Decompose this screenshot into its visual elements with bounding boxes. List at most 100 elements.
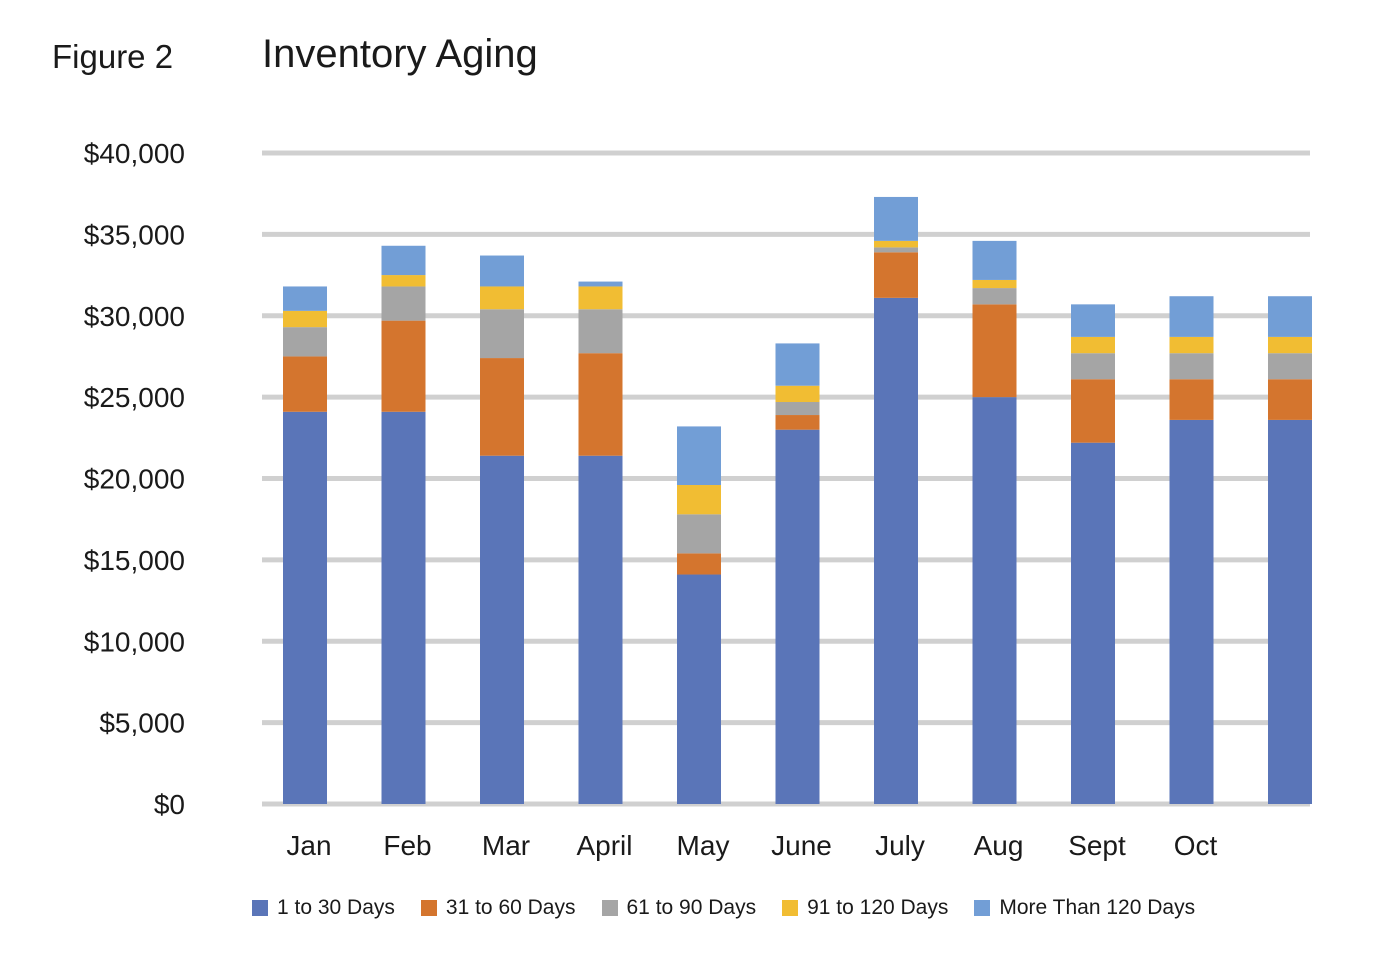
legend-label: 1 to 30 Days	[277, 896, 395, 919]
bar-segment	[775, 415, 820, 430]
x-tick-label: Sept	[1068, 830, 1126, 861]
bar-segment	[1169, 353, 1214, 380]
bar-stack	[972, 240, 1017, 804]
legend-label: More Than 120 Days	[999, 896, 1196, 919]
bar-segment	[381, 320, 426, 412]
y-tick-label: $15,000	[84, 545, 185, 576]
x-tick-label: Aug	[974, 830, 1024, 861]
bar-segment	[1169, 379, 1214, 420]
bar-segment	[677, 514, 721, 554]
bar-segment	[578, 353, 623, 456]
bar-segment	[677, 426, 721, 486]
y-tick-label: $10,000	[84, 626, 185, 657]
bar-segment	[283, 356, 327, 412]
bar-segment	[480, 255, 524, 287]
bar-segment	[578, 309, 623, 354]
bar-segment	[677, 553, 721, 575]
bar-segment	[283, 411, 327, 804]
bar-segment	[480, 286, 524, 310]
bar-segment	[874, 240, 918, 248]
legend-label: 61 to 90 Days	[626, 896, 757, 919]
bar-segment	[972, 304, 1017, 398]
legend-swatch	[601, 900, 618, 916]
bar-stack	[1071, 304, 1115, 804]
bar-segment	[1268, 379, 1312, 420]
bar-segment	[874, 196, 918, 241]
bar-segment	[1268, 296, 1312, 337]
y-tick-label: $35,000	[84, 219, 185, 250]
bar-segment	[578, 281, 623, 287]
y-tick-label: $40,000	[84, 138, 185, 169]
bar-segment	[1071, 353, 1115, 380]
bar-segment	[381, 275, 426, 287]
bar-stack	[1268, 296, 1312, 804]
bar-stack	[1169, 296, 1214, 804]
bar-segment	[775, 429, 820, 804]
bar-stack	[775, 343, 820, 804]
x-tick-label: May	[677, 830, 730, 861]
bar-segment	[480, 455, 524, 804]
bar-segment	[480, 358, 524, 456]
bar-segment	[775, 402, 820, 416]
bar-segment	[283, 286, 327, 311]
legend-swatch	[782, 900, 799, 916]
bar-segment	[1268, 336, 1312, 354]
bar-segment	[1071, 442, 1115, 804]
bar-segment	[874, 247, 918, 253]
bar-stack	[677, 426, 721, 804]
bar-segment	[381, 411, 426, 804]
bar-segment	[972, 397, 1017, 804]
legend-item: 61 to 90 Days	[601, 896, 757, 920]
figure-label: Figure 2	[52, 38, 174, 75]
y-axis-ticks: $0 $5,000 $10,000 $15,000 $20,000 $25,000 $30,…	[84, 138, 185, 820]
bar-segment	[578, 286, 623, 310]
bar-segment	[1169, 296, 1214, 337]
x-tick-label: Feb	[383, 830, 431, 861]
legend-label: 31 to 60 Days	[445, 896, 576, 919]
bar-stacks	[283, 196, 1312, 804]
bar-segment	[677, 574, 721, 804]
bar-segment	[972, 240, 1017, 280]
y-tick-label: $20,000	[84, 464, 185, 495]
x-tick-label: April	[576, 830, 632, 861]
bar-segment	[874, 297, 918, 804]
legend-swatch	[252, 900, 268, 916]
y-tick-label: $25,000	[84, 382, 185, 413]
bar-segment	[381, 286, 426, 321]
legend: 1 to 30 Days 31 to 60 Days 61 to 90 Days 91…	[252, 896, 1221, 920]
bar-segment	[1169, 336, 1214, 354]
bar-segment	[1071, 379, 1115, 443]
x-tick-label: Mar	[482, 830, 530, 861]
bar-segment	[1169, 419, 1214, 804]
chart-title: Inventory Aging	[262, 32, 538, 76]
bar-segment	[972, 279, 1017, 289]
bar-segment	[1268, 353, 1312, 380]
x-tick-label: July	[875, 830, 925, 861]
bar-stack	[381, 245, 426, 804]
x-tick-label: Oct	[1174, 830, 1218, 861]
x-tick-label: Jan	[286, 830, 331, 861]
bar-segment	[775, 343, 820, 386]
legend-item: 91 to 120 Days	[782, 896, 948, 920]
bar-segment	[874, 252, 918, 298]
bar-segment	[578, 455, 623, 804]
y-tick-label: $30,000	[84, 301, 185, 332]
legend-item: More Than 120 Days	[974, 896, 1195, 920]
legend-swatch	[420, 900, 437, 916]
bar-segment	[775, 385, 820, 403]
legend-item: 31 to 60 Days	[420, 896, 576, 920]
bar-segment	[1268, 419, 1312, 804]
legend-swatch	[974, 900, 991, 916]
legend-label: 91 to 120 Days	[807, 896, 949, 919]
legend-item: 1 to 30 Days	[252, 896, 395, 920]
bar-stack	[874, 196, 918, 804]
bar-segment	[283, 310, 327, 328]
bar-segment	[972, 288, 1017, 305]
bar-stack	[283, 286, 327, 804]
bar-segment	[480, 309, 524, 359]
bar-stack	[578, 281, 623, 804]
y-tick-label: $5,000	[99, 708, 185, 739]
x-axis-ticks: Jan Feb Mar April May June July Aug Sept Oct	[286, 830, 1217, 861]
bar-segment	[381, 245, 426, 276]
y-tick-label: $0	[154, 789, 185, 820]
